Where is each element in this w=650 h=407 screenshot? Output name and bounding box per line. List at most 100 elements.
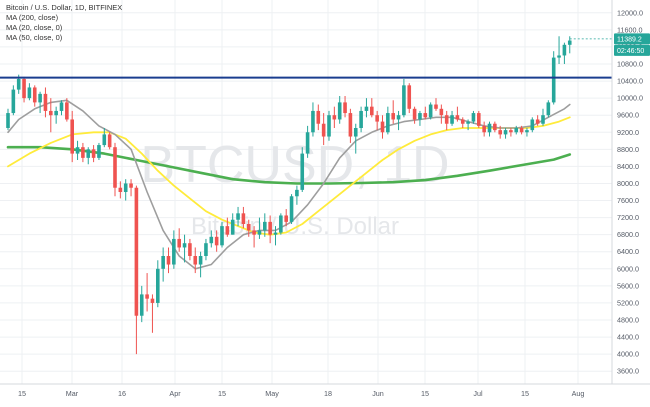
- y-tick-label: 10800.0: [617, 60, 643, 69]
- candle-body: [81, 147, 85, 158]
- candle: [11, 85, 16, 116]
- candle: [75, 140, 80, 160]
- candle: [268, 215, 272, 244]
- candle-body: [172, 238, 176, 265]
- candle: [428, 102, 433, 120]
- candle: [220, 221, 224, 248]
- candle-body: [129, 183, 133, 188]
- candle-body: [311, 110, 315, 133]
- candle-body: [396, 115, 401, 120]
- candle-body: [300, 153, 305, 190]
- candle: [412, 106, 417, 124]
- candle-body: [252, 230, 256, 235]
- candle-body: [391, 113, 395, 120]
- candle-body: [91, 149, 96, 158]
- candle: [311, 102, 315, 137]
- countdown-badge: [614, 44, 650, 56]
- candle: [289, 194, 294, 224]
- candle-body: [38, 93, 42, 103]
- candle-body: [246, 224, 251, 231]
- candle-body: [27, 87, 32, 99]
- candle: [263, 213, 267, 237]
- watermark: BTCUSD, 1D Bitcoin / U.S. Dollar: [140, 136, 449, 240]
- ma200-line: [6, 145, 572, 185]
- candle-body: [418, 113, 422, 120]
- candle: [391, 100, 395, 124]
- candle: [97, 142, 101, 160]
- candle: [396, 110, 401, 131]
- candle-body: [70, 119, 74, 154]
- candle: [546, 100, 551, 118]
- y-tick-label: 6800.0: [617, 230, 639, 239]
- legend-ma200: MA (200, close): [6, 13, 59, 22]
- y-tick-label: 8000.0: [617, 179, 639, 188]
- legend-ma50: MA (50, close, 0): [6, 33, 63, 42]
- candle: [193, 247, 198, 274]
- candle-body: [32, 87, 37, 103]
- candle-body: [343, 102, 347, 114]
- x-tick-label: 15: [421, 389, 429, 398]
- candle: [182, 234, 187, 263]
- y-tick-label: 4400.0: [617, 333, 639, 342]
- countdown-badge-text: 02:46:50: [617, 48, 644, 55]
- candle-body: [316, 110, 321, 124]
- candle: [503, 128, 508, 139]
- candle-body: [519, 128, 524, 133]
- candle: [70, 110, 74, 163]
- candle-body: [375, 115, 379, 122]
- candle-body: [86, 149, 91, 158]
- candle-body: [166, 256, 171, 265]
- candle-body: [402, 85, 406, 116]
- candle: [535, 115, 540, 126]
- candle: [279, 213, 283, 235]
- candle-body: [380, 121, 385, 133]
- candle-body: [535, 119, 540, 124]
- candle: [113, 142, 117, 197]
- candle: [509, 128, 513, 137]
- candle-body: [102, 134, 107, 146]
- candle: [434, 98, 438, 111]
- candle: [439, 104, 444, 124]
- candle-body: [230, 219, 235, 235]
- candle: [6, 108, 10, 131]
- candle-body: [145, 294, 149, 299]
- candle: [198, 251, 203, 278]
- y-tick-label: 5200.0: [617, 298, 639, 307]
- candle: [252, 226, 256, 248]
- y-tick-label: 4800.0: [617, 316, 639, 325]
- candle: [519, 125, 524, 135]
- candle-body: [364, 106, 369, 111]
- candle: [22, 76, 26, 103]
- candle-body: [428, 104, 433, 118]
- y-tick-label: 4000.0: [617, 350, 639, 359]
- candle: [236, 206, 240, 227]
- candle-body: [412, 108, 417, 120]
- candle: [353, 123, 358, 154]
- candle-body: [241, 213, 246, 224]
- candle: [444, 110, 449, 131]
- candle-body: [327, 115, 331, 137]
- candle-body: [65, 102, 69, 120]
- candle: [316, 104, 321, 131]
- candle-body: [557, 55, 561, 58]
- candle: [139, 285, 144, 323]
- x-tick-label: Mar: [66, 389, 79, 398]
- candle-body: [150, 298, 155, 303]
- candle: [43, 87, 48, 118]
- candle: [246, 219, 251, 237]
- candle: [38, 91, 42, 114]
- candle-body: [525, 130, 529, 133]
- candle: [172, 230, 176, 269]
- candle-body: [487, 123, 492, 133]
- candle-body: [332, 115, 337, 120]
- candle: [145, 273, 149, 312]
- candle-body: [220, 226, 224, 246]
- y-tick-label: 10400.0: [617, 77, 643, 86]
- candle: [204, 238, 208, 261]
- candle-body: [263, 221, 267, 231]
- x-tick-label: May: [265, 389, 279, 398]
- candle-body: [289, 196, 294, 222]
- y-tick-label: 11600.0: [617, 25, 642, 34]
- candle-body: [188, 243, 192, 256]
- x-tick-label: Apr: [169, 389, 181, 398]
